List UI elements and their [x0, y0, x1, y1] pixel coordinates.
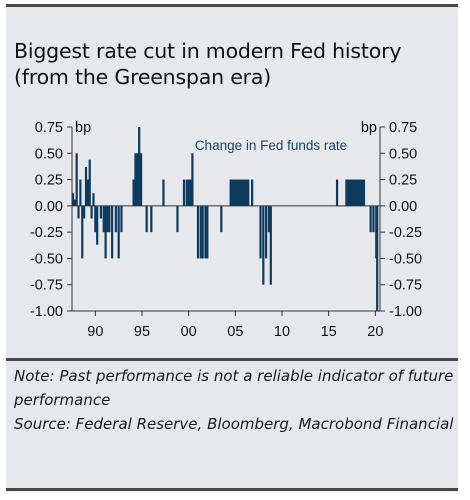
bottom-rule [6, 488, 458, 491]
bar [88, 159, 91, 206]
y-tick-label-right: 0.25 [389, 173, 417, 189]
bar [199, 205, 202, 259]
bar [71, 193, 75, 206]
y-tick-label-left: -1.00 [30, 304, 63, 320]
bar [204, 205, 207, 259]
bar [134, 153, 137, 206]
bar [251, 179, 254, 206]
bar [94, 205, 97, 233]
bar [162, 179, 165, 206]
bar [369, 205, 372, 233]
bar [139, 153, 143, 206]
bar [185, 179, 188, 206]
bar [262, 205, 265, 285]
y-tick-label-left: 0.50 [35, 146, 63, 162]
y-tick-label-left: -0.25 [30, 225, 63, 241]
y-tick-label-right: -1.00 [389, 304, 422, 320]
bar [79, 179, 82, 206]
series-label: Change in Fed funds rate [195, 138, 347, 153]
unit-label-left: bp [75, 120, 91, 136]
bar [120, 205, 123, 233]
bar [372, 205, 375, 233]
bar [96, 205, 99, 245]
bar [201, 205, 204, 259]
y-tick-label-right: -0.75 [389, 278, 422, 294]
y-tick-label-left: 0.25 [35, 173, 63, 189]
bar [111, 205, 114, 259]
x-tick-label: 15 [321, 324, 337, 340]
bar [106, 205, 109, 233]
bar [145, 205, 148, 233]
source-text: Source: Federal Reserve, Bloomberg, Macr… [14, 415, 454, 433]
bar [138, 127, 141, 206]
bar [75, 153, 78, 206]
bar [176, 205, 179, 233]
y-tick-label-right: -0.25 [389, 225, 422, 241]
bar [83, 205, 86, 219]
bar [259, 205, 262, 259]
bar [189, 179, 192, 206]
bar [77, 205, 80, 219]
bar [267, 205, 271, 233]
y-tick-label-left: -0.75 [30, 278, 63, 294]
bar [269, 205, 272, 285]
x-tick-label: 95 [134, 324, 150, 340]
unit-label-right: bp [361, 120, 377, 136]
bar [191, 153, 194, 206]
x-tick-label: 20 [367, 324, 383, 340]
bar [335, 179, 339, 206]
bar [104, 205, 107, 259]
bar [99, 205, 103, 219]
bar [220, 205, 223, 233]
bar [86, 179, 89, 206]
chart-title: Biggest rate cut in modern Fed history (… [14, 39, 402, 89]
bar-segment [230, 179, 250, 206]
y-tick-label-left: -0.50 [30, 251, 63, 267]
bar [187, 179, 190, 206]
bar [376, 205, 379, 311]
y-tick-label-right: 0.50 [389, 146, 417, 162]
bar [349, 179, 353, 206]
bar [354, 179, 357, 206]
y-tick-label-right: -0.50 [389, 251, 422, 267]
y-tick-label-left: 0.75 [35, 120, 63, 136]
bar [265, 205, 268, 259]
bar [92, 193, 95, 206]
bar [182, 179, 186, 206]
bar [150, 205, 153, 233]
notes: Note: Past performance is not a reliable… [14, 364, 454, 436]
note-text: Note: Past performance is not a reliable… [14, 367, 454, 409]
y-tick-label-right: 0.00 [389, 199, 417, 215]
x-tick-label: 10 [274, 324, 290, 340]
x-tick-label: 00 [181, 324, 197, 340]
x-tick-label: 90 [87, 324, 103, 340]
bar [117, 205, 120, 259]
bar [345, 179, 348, 206]
bar [359, 179, 362, 206]
bar [196, 205, 200, 259]
bar [206, 205, 209, 259]
y-tick-label-left: 0.00 [35, 199, 63, 215]
bar [102, 205, 105, 233]
bar [81, 205, 84, 259]
bar [73, 199, 76, 206]
bar [132, 179, 135, 206]
bar [108, 205, 111, 233]
bar-chart: 0.75 0.75 0.50 0.50 0.25 0.25 0.00 0.00 -0.25 -0.… [30, 120, 422, 340]
bar [229, 179, 232, 206]
middle-rule [6, 358, 458, 361]
bar [114, 205, 117, 233]
bar [84, 166, 88, 206]
bar [136, 153, 139, 206]
x-tick-label: 05 [227, 324, 243, 340]
bar [90, 205, 93, 219]
y-tick-label-right: 0.75 [389, 120, 417, 136]
top-rule [6, 4, 458, 7]
